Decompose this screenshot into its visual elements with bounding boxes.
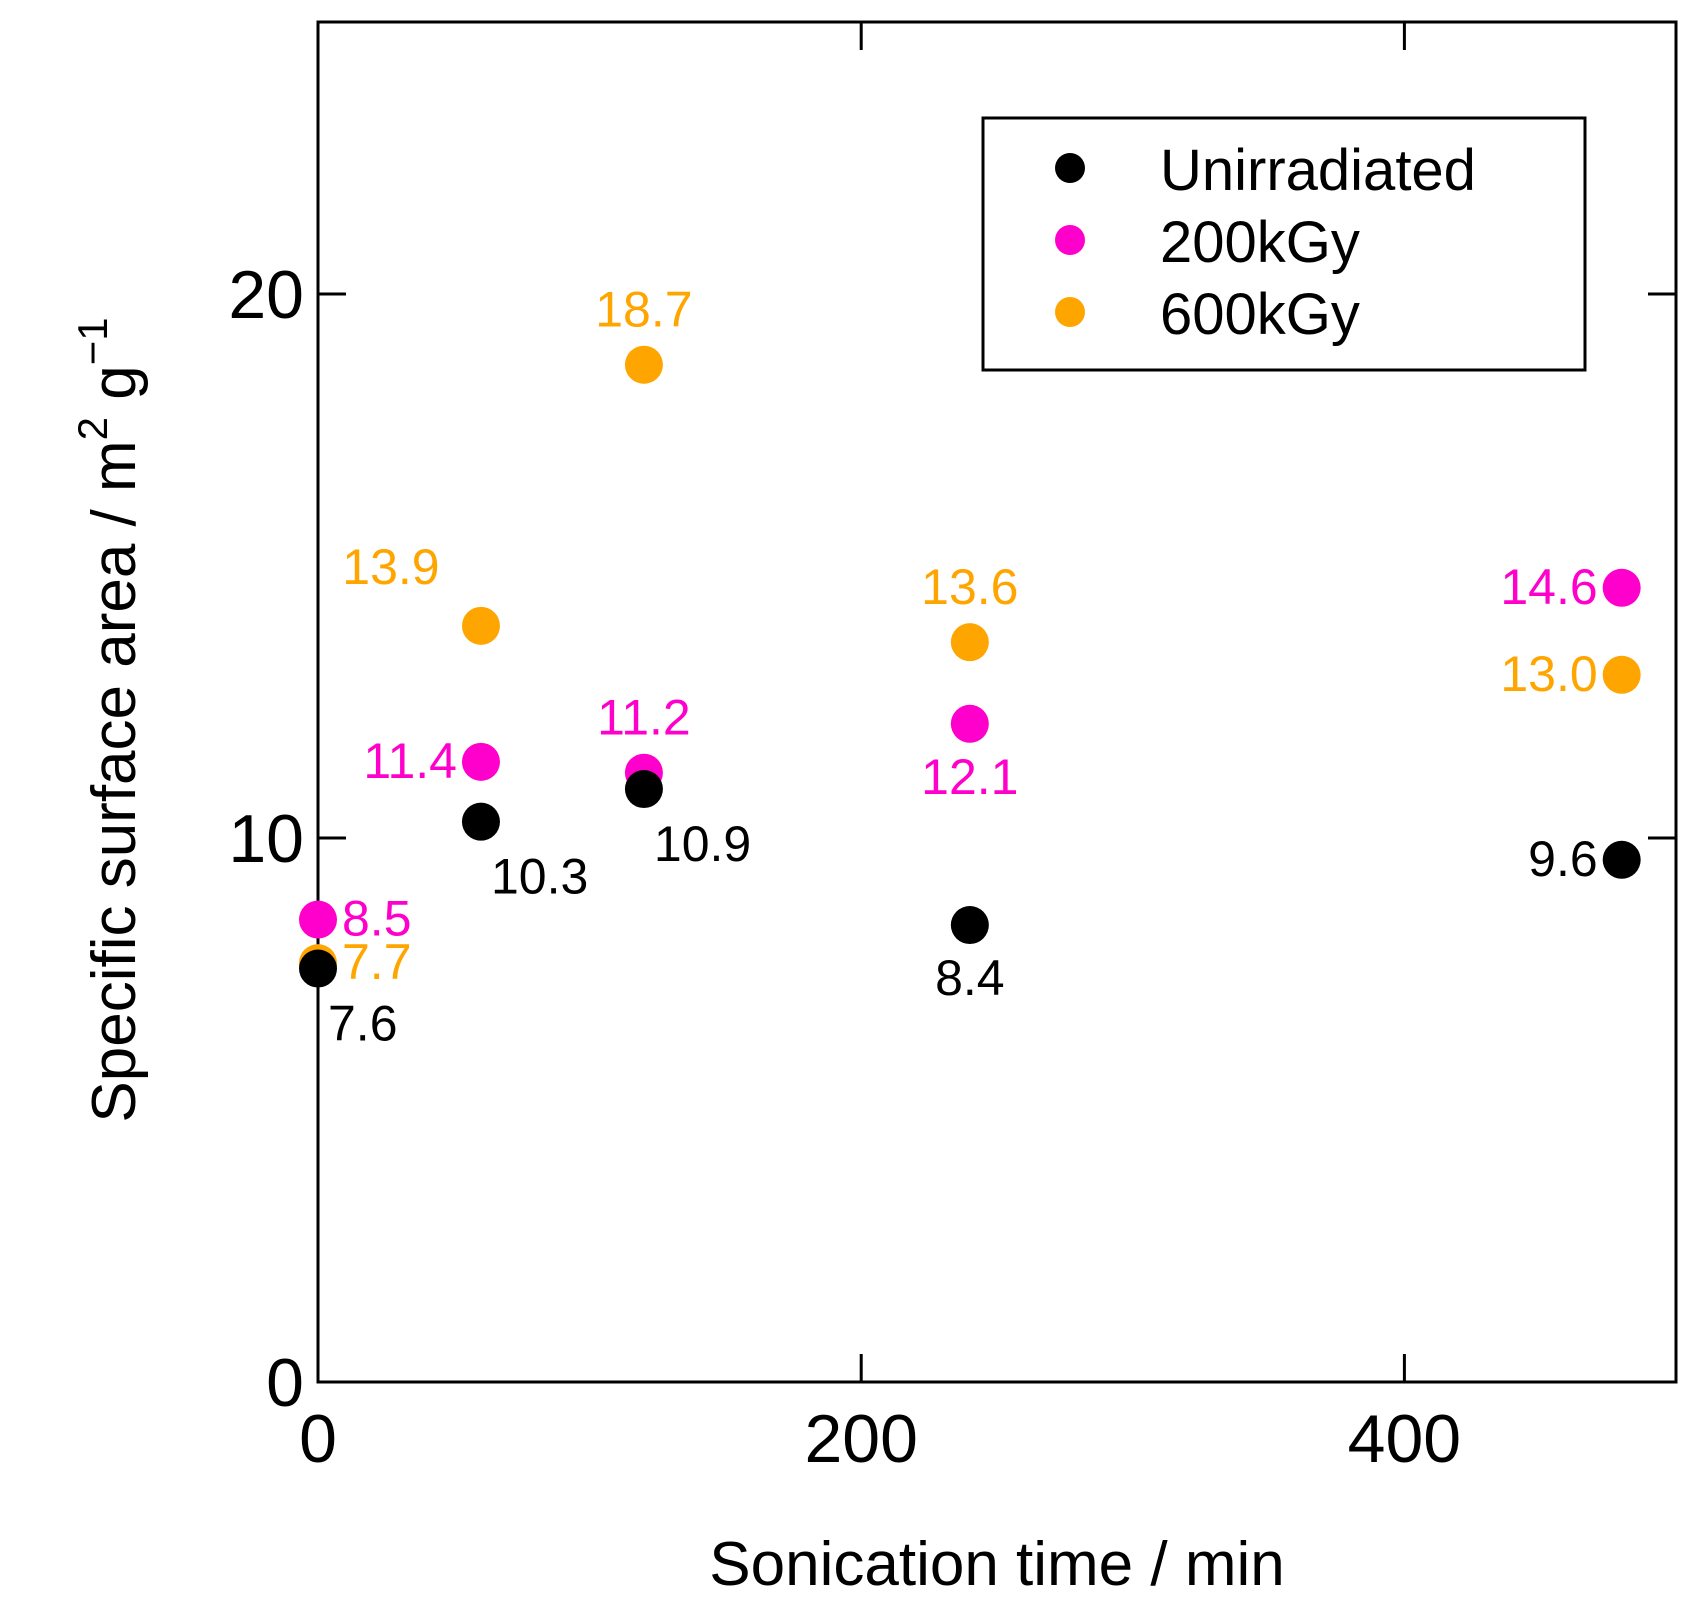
data-label-unirradiated-480: 9.6: [1528, 831, 1598, 887]
data-label-unirradiated-240: 8.4: [935, 950, 1005, 1006]
y-axis-title-sup1: 2: [69, 417, 116, 440]
axis-tick-labels: 0 200 400 0 10 20: [228, 257, 1461, 1477]
data-label-600kgy-0: 7.7: [342, 934, 412, 990]
data-label-600kgy-240: 13.6: [921, 559, 1018, 615]
legend-label-600kgy: 600kGy: [1160, 282, 1360, 347]
point-200kgy-480: [1602, 568, 1641, 607]
legend: Unirradiated 200kGy 600kGy: [981, 116, 1587, 372]
point-200kgy-240: [950, 704, 989, 743]
plot-frame: [316, 20, 1678, 1384]
data-label-unirradiated-120: 10.9: [654, 816, 751, 872]
legend-label-unirradiated: Unirradiated: [1160, 138, 1476, 203]
data-label-unirradiated-60: 10.3: [491, 849, 588, 905]
point-200kgy-0: [299, 900, 337, 939]
data-label-600kgy-120: 18.7: [595, 282, 692, 338]
point-200kgy-60: [461, 742, 500, 781]
data-label-200kgy-120: 11.2: [597, 690, 691, 746]
point-unirradiated-240: [950, 906, 989, 945]
point-600kgy-480: [1602, 655, 1641, 694]
point-unirradiated-60: [461, 802, 500, 841]
x-tick-label-400: 400: [1348, 1401, 1461, 1477]
data-label-200kgy-480: 14.6: [1500, 559, 1597, 615]
legend-marker-600kgy: [1055, 297, 1085, 327]
y-axis-title-sup2: −1: [69, 317, 116, 365]
y-axis-title-mid: g: [80, 365, 149, 417]
axis-ticks: [316, 22, 1676, 1384]
y-axis-title: Specific surface area / m2 g−1: [69, 317, 149, 1122]
data-labels: 7.6 10.3 10.9 8.4 9.6 8.5 11.4 11.2 12.1 14.6 7.7 1…: [328, 282, 1598, 1052]
legend-marker-200kgy: [1055, 225, 1085, 255]
point-600kgy-60: [461, 606, 500, 645]
y-tick-label-10: 10: [228, 801, 304, 877]
data-label-200kgy-0: 8.5: [342, 891, 412, 947]
y-tick-label-20: 20: [228, 257, 304, 333]
point-600kgy-240: [950, 623, 989, 662]
y-axis-title-main: Specific surface area / m: [80, 440, 149, 1122]
point-unirradiated-480: [1602, 840, 1641, 879]
x-tick-label-200: 200: [804, 1401, 917, 1477]
point-unirradiated-120: [624, 770, 663, 809]
data-label-200kgy-60: 11.4: [363, 733, 457, 789]
x-tick-label-0: 0: [299, 1401, 337, 1477]
y-tick-label-0: 0: [266, 1345, 304, 1421]
data-label-600kgy-480: 13.0: [1500, 646, 1597, 702]
point-600kgy-120: [624, 345, 663, 384]
point-unirradiated-0: [299, 949, 337, 988]
legend-marker-unirradiated: [1055, 153, 1085, 183]
data-points: [299, 345, 1641, 988]
data-label-200kgy-240: 12.1: [921, 749, 1018, 805]
data-label-unirradiated-0: 7.6: [328, 996, 398, 1052]
x-axis-title: Sonication time / min: [709, 1530, 1284, 1599]
data-label-600kgy-60: 13.9: [342, 539, 439, 595]
legend-label-200kgy: 200kGy: [1160, 210, 1360, 275]
